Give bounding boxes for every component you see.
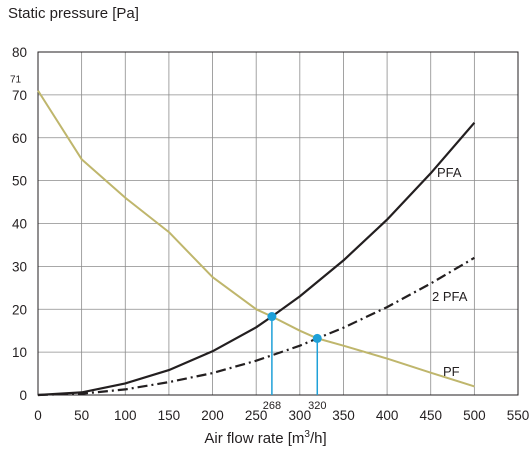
plot-frame [37, 51, 519, 396]
y-annotation-label: 71 [10, 75, 22, 86]
series-label: PFA [437, 165, 462, 180]
series-line-pfa [37, 121, 476, 397]
x-tick-label: 250 [245, 408, 268, 423]
y-tick-label: 70 [12, 88, 27, 103]
y-tick-label: 80 [12, 45, 27, 60]
x-tick-label: 550 [507, 408, 530, 423]
intersection-label: 320 [308, 400, 326, 412]
x-axis-title-suffix: /h] [309, 430, 327, 447]
y-tick-label: 40 [12, 217, 27, 232]
y-tick-label: 30 [12, 259, 27, 274]
x-tick-label: 200 [201, 408, 224, 423]
intersection-point [312, 333, 322, 343]
x-axis-title-prefix: Air flow rate [m [204, 430, 305, 447]
x-tick-label: 100 [114, 408, 137, 423]
x-tick-label: 150 [158, 408, 181, 423]
y-tick-label: 10 [12, 345, 27, 360]
series-label: 2 PFA [432, 289, 468, 304]
series-label: PF [443, 364, 460, 379]
x-tick-label: 450 [419, 408, 442, 423]
y-axis-title: Static pressure [Pa] [8, 5, 139, 22]
y-tick-label: 20 [12, 302, 27, 317]
x-tick-label: 50 [74, 408, 89, 423]
intersection-point [267, 312, 277, 322]
x-tick-label: 500 [463, 408, 486, 423]
x-axis-title: Air flow rate [m3/h] [0, 429, 531, 447]
x-tick-label: 400 [376, 408, 399, 423]
series-line-2-pfa [37, 256, 475, 397]
x-axis-title-superscript: 3 [304, 429, 310, 440]
x-tick-label: 300 [289, 408, 312, 423]
x-tick-label: 0 [34, 408, 42, 423]
x-tick-label: 350 [332, 408, 355, 423]
y-tick-label: 50 [12, 174, 27, 189]
y-tick-label: 0 [19, 388, 27, 403]
intersection-label: 268 [263, 400, 281, 412]
y-tick-label: 60 [12, 131, 27, 146]
